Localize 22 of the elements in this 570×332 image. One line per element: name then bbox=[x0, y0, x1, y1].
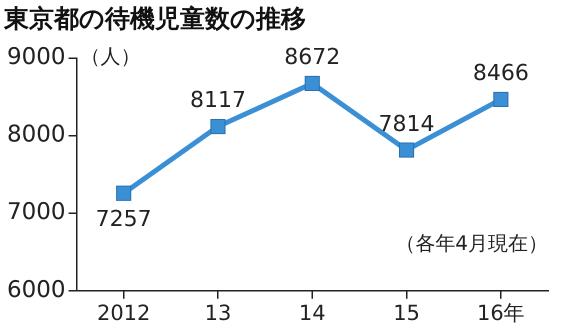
y-tick-label: 8000 bbox=[6, 122, 66, 148]
data-label: 7257 bbox=[96, 206, 152, 232]
data-label: 7814 bbox=[378, 112, 435, 137]
point bbox=[304, 76, 320, 92]
chart-title: 東京都の待機児童数の推移 bbox=[4, 3, 306, 35]
data-label: 8466 bbox=[472, 61, 529, 86]
x-tick-label: 13 bbox=[204, 300, 232, 325]
y-tick-label: 9000 bbox=[6, 44, 66, 70]
point bbox=[493, 92, 508, 108]
x-tick-label: 14 bbox=[298, 300, 326, 325]
data-label: 8117 bbox=[190, 88, 246, 114]
point bbox=[116, 186, 132, 201]
x-tick-label: 16年 bbox=[476, 300, 525, 325]
x-tick-label: 15 bbox=[393, 300, 420, 325]
y-tick-label: 6000 bbox=[6, 276, 66, 303]
point bbox=[210, 118, 226, 134]
annotation: （各年4月現在） bbox=[395, 231, 548, 256]
x-tick-label: 2012 bbox=[96, 300, 150, 325]
data-label: 8672 bbox=[284, 45, 340, 70]
point bbox=[398, 142, 414, 158]
y-tick-label: 7000 bbox=[6, 199, 66, 226]
y-axis-title: （人） bbox=[80, 44, 141, 68]
